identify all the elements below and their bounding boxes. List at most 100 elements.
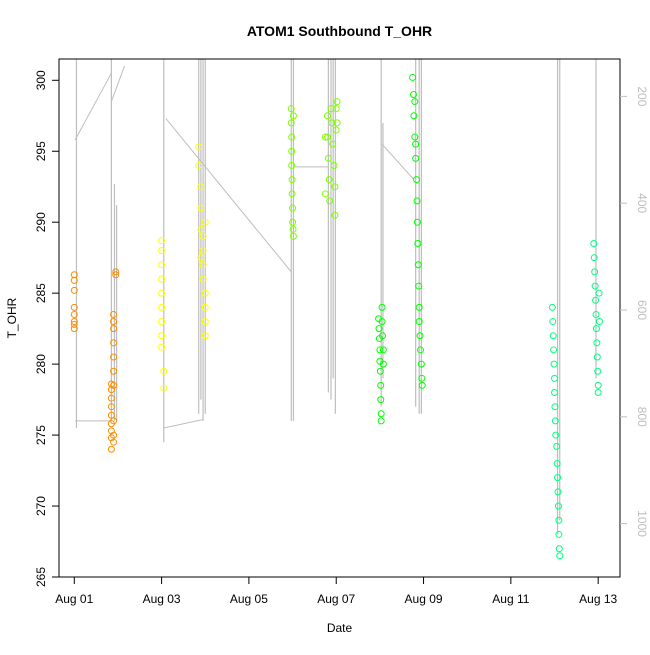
data-point [413, 176, 421, 184]
data-point [201, 289, 209, 297]
data-point [195, 143, 203, 151]
y-axis: 265 270 275 280 285 290 295 300 [34, 70, 59, 587]
y2-tick-label: 400 [635, 193, 649, 213]
data-point [158, 237, 166, 245]
data-point [594, 389, 602, 397]
data-point [378, 303, 386, 311]
data-point [595, 289, 603, 297]
x-tick-label: Aug 13 [579, 592, 617, 606]
data-point [331, 183, 339, 191]
x-axis: Aug 01 Aug 03 Aug 05 Aug 07 Aug 09 Aug 11 Aug … [55, 576, 618, 606]
data-point [289, 225, 297, 233]
data-point [412, 154, 420, 162]
points-layer [70, 73, 603, 560]
data-point [593, 339, 601, 347]
x-tick-label: Aug 05 [230, 592, 268, 606]
data-point [110, 310, 118, 318]
data-point [554, 474, 562, 482]
data-point [548, 303, 556, 311]
data-point [321, 190, 329, 198]
gray-connector-line [74, 72, 112, 141]
data-point [379, 332, 387, 340]
data-point [415, 303, 423, 311]
data-point [555, 545, 563, 553]
data-point [323, 133, 331, 141]
data-point [332, 105, 340, 113]
y-tick-label: 290 [34, 212, 48, 232]
data-point [70, 310, 78, 318]
data-point [288, 176, 296, 184]
data-point [592, 325, 600, 333]
data-point [330, 161, 338, 169]
data-point [592, 296, 600, 304]
y-tick-label: 275 [34, 425, 48, 445]
data-point [411, 133, 419, 141]
x-tick-label: Aug 03 [143, 592, 181, 606]
data-point [377, 396, 385, 404]
data-point [414, 261, 422, 269]
y2-tick-label: 800 [635, 407, 649, 427]
gray-connector-line [381, 143, 415, 180]
y-tick-label: 280 [34, 354, 48, 374]
data-point [197, 204, 205, 212]
data-point [158, 332, 166, 340]
gray-connector-line [110, 65, 125, 102]
data-point [594, 367, 602, 375]
x-tick-label: Aug 09 [405, 592, 443, 606]
x-axis-title: Date [327, 621, 353, 635]
data-point [107, 403, 115, 411]
data-point [158, 318, 166, 326]
data-point [591, 282, 599, 290]
data-point [416, 346, 424, 354]
data-point [107, 394, 115, 402]
data-point [551, 417, 559, 425]
data-point [590, 239, 598, 247]
data-point [329, 140, 337, 148]
data-point [418, 381, 426, 389]
data-point [70, 320, 78, 328]
data-point [552, 431, 560, 439]
data-point [593, 353, 601, 361]
y-tick-label: 300 [34, 70, 48, 90]
data-point [110, 417, 118, 425]
data-point [410, 112, 418, 120]
data-point [376, 367, 384, 375]
data-point [289, 232, 297, 240]
data-point [550, 346, 558, 354]
data-point [417, 360, 425, 368]
data-point [415, 282, 423, 290]
data-point [201, 218, 209, 226]
data-point [551, 403, 559, 411]
data-point [378, 318, 386, 326]
data-point [112, 271, 120, 279]
data-point [70, 325, 78, 333]
data-point [379, 360, 387, 368]
data-point [288, 133, 296, 141]
data-point [553, 459, 561, 467]
data-point [110, 318, 118, 326]
data-point [289, 204, 297, 212]
data-point [158, 343, 166, 351]
gray-connector-line [165, 118, 292, 273]
data-point [379, 346, 387, 354]
data-point [158, 289, 166, 297]
data-point [332, 126, 340, 134]
data-point [549, 332, 557, 340]
data-point [110, 353, 118, 361]
x-tick-label: Aug 01 [55, 592, 93, 606]
data-point [199, 247, 207, 255]
data-point [554, 502, 562, 510]
data-point [287, 105, 295, 113]
data-point [107, 386, 115, 394]
data-point [158, 275, 166, 283]
data-point [199, 275, 207, 283]
data-point [195, 161, 203, 169]
data-point [158, 303, 166, 311]
data-point [289, 218, 297, 226]
data-point [411, 98, 419, 106]
data-point [107, 445, 115, 453]
data-point [288, 161, 296, 169]
data-point [107, 427, 115, 435]
data-point [554, 488, 562, 496]
